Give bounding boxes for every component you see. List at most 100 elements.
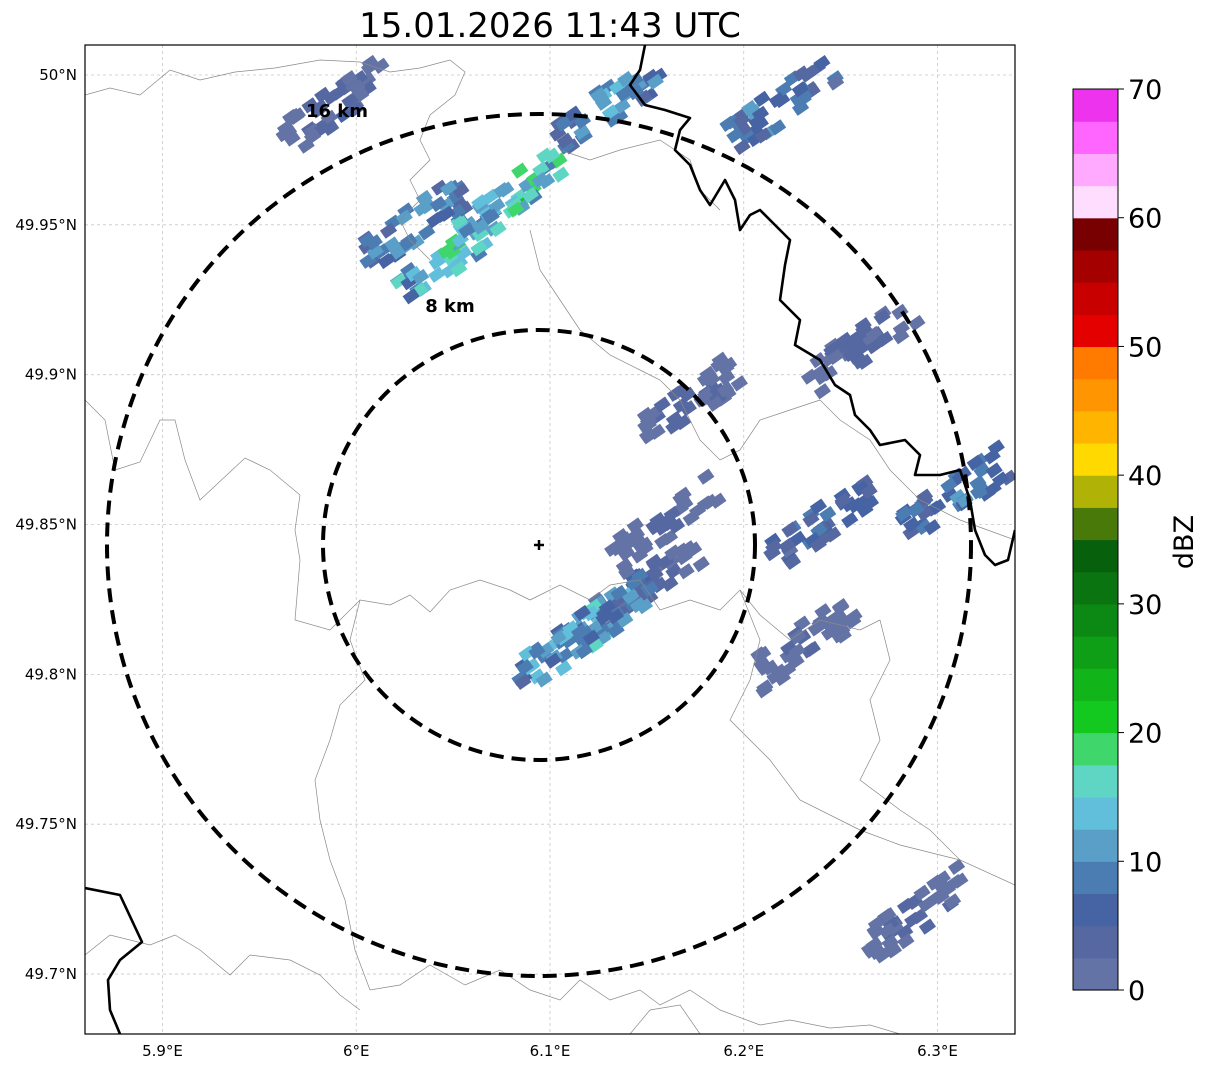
echo-pixel — [753, 90, 771, 108]
lon-tick-label: 6°E — [343, 1042, 370, 1060]
echo-pixel — [556, 132, 574, 149]
echo-pixel — [301, 97, 319, 114]
echo-pixel — [550, 152, 568, 169]
echo-pixel — [860, 329, 879, 346]
echo-pixel — [907, 501, 925, 519]
colorbar-tick-label: 30 — [1128, 590, 1162, 621]
admin-boundary-central — [529, 579, 881, 641]
echo-cell — [511, 605, 634, 690]
echo-pixel — [928, 498, 947, 516]
echo-pixel — [358, 231, 376, 248]
echo-pixel — [470, 239, 488, 257]
echo-pixel — [674, 414, 692, 431]
echo-pixel — [717, 369, 736, 386]
colorbar-swatch — [1073, 764, 1118, 798]
echo-pixel — [361, 54, 379, 72]
echo-pixel — [674, 486, 692, 503]
echo-pixel — [733, 138, 751, 156]
echo-pixel — [780, 639, 798, 657]
echo-pixel — [699, 365, 717, 382]
echo-pixel — [682, 509, 700, 527]
echo-pixel — [809, 498, 828, 515]
echo-pixel — [824, 526, 842, 543]
colorbar-swatch — [1073, 957, 1118, 991]
echo-pixel — [426, 212, 444, 229]
echo-pixel — [448, 203, 466, 220]
lon-tick-label: 5.9°E — [142, 1042, 183, 1060]
echo-pixel — [789, 628, 807, 645]
echo-pixel — [531, 171, 550, 189]
echo-pixel — [390, 273, 408, 290]
echo-pixel — [663, 505, 681, 523]
colorbar-swatch — [1073, 185, 1118, 219]
colorbar-label: dBZ — [1169, 515, 1200, 569]
lat-tick-label: 49.95°N — [15, 216, 77, 234]
echo-pixel — [826, 348, 844, 365]
echo-pixel — [804, 531, 822, 549]
echo-pixel — [412, 268, 430, 286]
echo-pixel — [896, 923, 914, 941]
admin-boundary-south-west — [314, 599, 901, 1034]
echo-pixel — [582, 605, 600, 622]
echo-pixel — [283, 130, 301, 147]
echo-pixel — [632, 537, 650, 554]
echo-pixel — [856, 353, 874, 370]
echo-pixel — [482, 208, 500, 225]
echo-pixel — [831, 610, 849, 627]
echo-pixel — [916, 505, 934, 522]
echo-pixel — [908, 314, 926, 332]
colorbar-tick-label: 70 — [1128, 75, 1162, 106]
echo-pixel — [514, 673, 532, 690]
echo-pixel — [314, 86, 332, 103]
echo-pixel — [615, 85, 633, 102]
echo-pixel — [751, 115, 769, 132]
border-france-luxembourg — [85, 886, 144, 1034]
echo-pixel — [706, 395, 724, 412]
echo-pixel — [573, 604, 591, 622]
echo-pixel — [876, 330, 894, 348]
echo-pixel — [358, 71, 377, 88]
colorbar-swatch — [1073, 571, 1118, 605]
echo-cell — [894, 439, 1015, 541]
echo-pixel — [379, 222, 398, 239]
echo-pixel — [646, 73, 664, 90]
echo-pixel — [366, 243, 384, 260]
echo-pixel — [741, 99, 759, 117]
echo-pixel — [452, 182, 470, 199]
echo-pixel — [489, 220, 507, 238]
admin-boundary-east — [859, 619, 1015, 886]
radar-site-marker — [534, 540, 544, 550]
colorbar-swatch — [1073, 668, 1118, 701]
echo-pixel — [710, 356, 728, 373]
figure-title: 15.01.2026 11:43 UTC — [359, 6, 741, 46]
echo-pixel — [616, 611, 634, 629]
echo-pixel — [646, 519, 665, 536]
echo-pixel — [845, 341, 864, 358]
echo-pixel — [719, 356, 738, 373]
echo-pixel — [642, 68, 660, 85]
colorbar-swatches — [1073, 89, 1118, 991]
echo-pixel — [615, 557, 633, 574]
colorbar-swatch — [1073, 796, 1118, 830]
echo-pixel — [610, 584, 628, 602]
map-frame — [84, 44, 1016, 1035]
echo-pixel — [418, 224, 436, 241]
echo-pixel — [754, 127, 772, 144]
echo-pixel — [555, 660, 573, 677]
echo-pixel — [819, 505, 837, 523]
echo-cell — [357, 179, 474, 270]
echo-pixel — [413, 200, 431, 217]
colorbar-tick-label: 40 — [1128, 461, 1162, 492]
echo-cell — [450, 147, 570, 243]
echo-pixel — [765, 538, 783, 556]
lat-tick-label: 49.8°N — [25, 665, 77, 683]
echo-pixel — [471, 194, 489, 211]
colorbar-swatch — [1073, 475, 1118, 508]
echo-pixel — [593, 622, 611, 639]
echo-pixel — [834, 492, 852, 509]
echo-pixel — [571, 623, 589, 640]
echo-pixel — [575, 642, 593, 660]
colorbar-swatch — [1073, 249, 1118, 283]
echo-pixel — [601, 104, 620, 121]
echo-pixel — [904, 911, 922, 928]
